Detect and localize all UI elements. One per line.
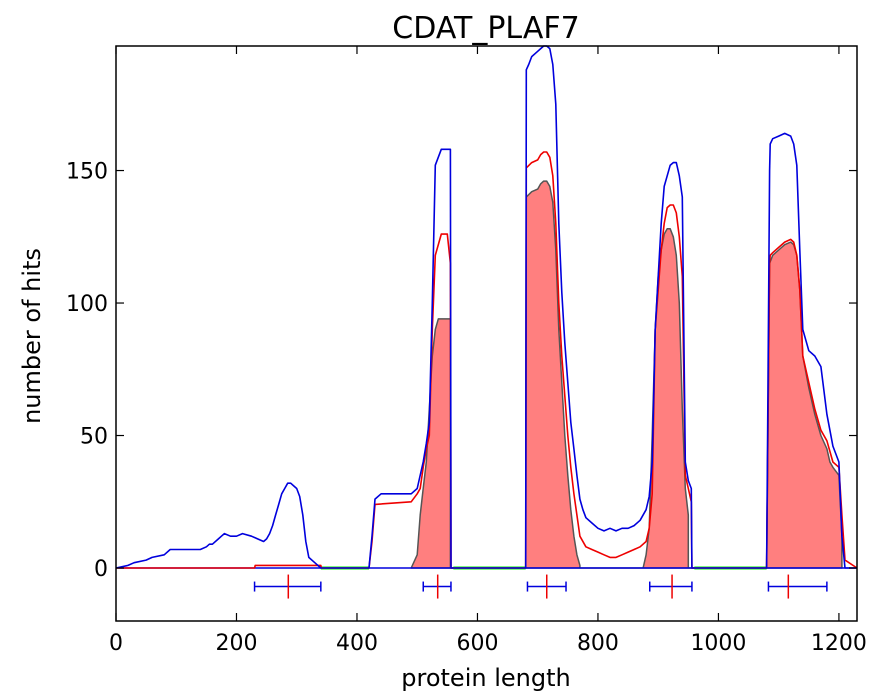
- y-tick-label: 150: [66, 160, 108, 185]
- x-tick-label: 1200: [811, 631, 867, 656]
- filled-area-series: [410, 180, 843, 569]
- plot-area: [115, 45, 858, 599]
- y-tick-label: 100: [66, 292, 108, 317]
- y-axis-label: number of hits: [18, 248, 46, 424]
- axis-ticks: 0 200 400 600 800 1000 1200 0 50 100 150: [66, 46, 867, 656]
- x-tick-label: 600: [456, 631, 498, 656]
- y-tick-label: 0: [94, 557, 108, 582]
- x-tick-label: 0: [109, 631, 123, 656]
- blue-line-series: [115, 45, 857, 569]
- x-tick-label: 400: [336, 631, 378, 656]
- x-tick-label: 200: [215, 631, 257, 656]
- chart-title: CDAT_PLAF7: [392, 11, 579, 46]
- x-axis-label: protein length: [401, 664, 570, 692]
- y-tick-label: 50: [80, 425, 108, 450]
- x-tick-label: 800: [577, 631, 619, 656]
- red-line-series: [116, 151, 858, 569]
- plot-frame: [115, 45, 858, 622]
- x-tick-label: 1000: [690, 631, 746, 656]
